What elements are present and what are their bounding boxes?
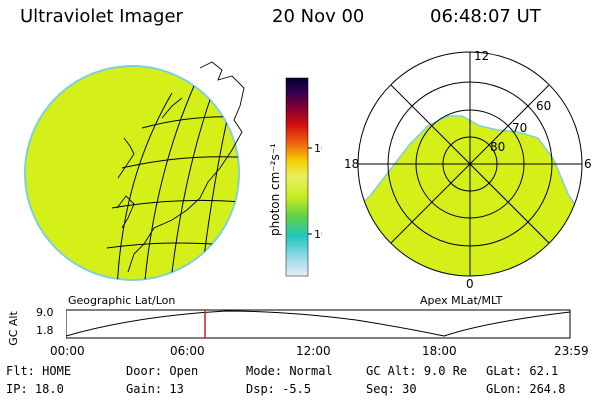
time-tick-00: 00:00: [50, 344, 85, 358]
scale-tick-label: 100: [314, 142, 322, 155]
time-tick-12: 12:00: [296, 344, 331, 358]
status-flt: Flt: HOME: [6, 364, 72, 378]
status-glat: GLat: 62.1: [486, 364, 559, 378]
geographic-projection-label: Geographic Lat/Lon: [68, 294, 176, 307]
status-mode: Mode: Normal: [246, 364, 333, 378]
scale-tick-label: 10: [314, 228, 322, 241]
mlt-label-noon: 12: [474, 49, 489, 63]
altitude-tick-min: 1.8: [36, 324, 54, 337]
auroral-image: [358, 115, 582, 276]
mlt-label-dawn: 6: [584, 157, 592, 171]
status-glon: GLon: 264.8: [486, 382, 566, 396]
status-door: Door: Open: [126, 364, 199, 378]
color-scale: 100 10 photon cm⁻²s⁻¹: [268, 77, 322, 277]
altitude-curve: [66, 310, 571, 337]
mlt-label-dusk: 18: [344, 157, 359, 171]
apex-projection-label: Apex MLat/MLT: [420, 294, 503, 307]
status-gain: Gain: 13: [126, 382, 184, 396]
geographic-image: [24, 61, 245, 281]
time-tick-2359: 23:59: [554, 344, 589, 358]
status-gc-alt: GC Alt: 9.0 Re: [366, 364, 468, 378]
mlat-label-80: 80: [490, 140, 505, 154]
scale-units-label: photon cm⁻²s⁻¹: [268, 143, 282, 236]
altitude-axis-label: GC Alt: [6, 311, 20, 346]
polar-grid: [357, 51, 583, 277]
image-date: 20 Nov 00: [272, 6, 365, 27]
color-scale-bar: [285, 77, 309, 277]
time-tick-06: 06:00: [170, 344, 205, 358]
altitude-tick-max: 9.0: [36, 306, 54, 319]
status-seq: Seq: 30: [366, 382, 417, 396]
coastline-outline: [116, 61, 245, 273]
altitude-plot-frame: [66, 309, 571, 339]
mlt-label-midnight: 0: [466, 277, 474, 291]
mlat-label-60: 60: [536, 99, 551, 113]
altitude-plot: [66, 309, 571, 339]
polar-plot: 12 18 6 0 60 70 80: [344, 49, 592, 291]
mlat-label-70: 70: [512, 121, 527, 135]
instrument-title: Ultraviolet Imager: [20, 6, 183, 27]
status-dsp: Dsp: -5.5: [246, 382, 312, 396]
status-ip: IP: 18.0: [6, 382, 64, 396]
image-time: 06:48:07 UT: [430, 6, 541, 27]
uv-globe-disk: [24, 65, 240, 281]
time-tick-18: 18:00: [422, 344, 457, 358]
